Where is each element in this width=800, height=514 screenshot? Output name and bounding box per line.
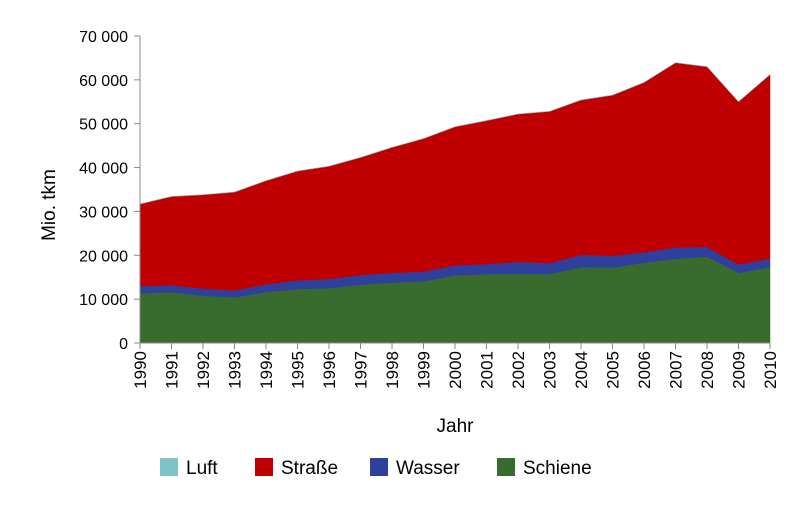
x-tick-label: 1990 — [131, 351, 150, 389]
x-tick-label: 1992 — [194, 351, 213, 389]
x-tick-label: 1996 — [320, 351, 339, 389]
legend-item-wasser: Wasser — [370, 458, 460, 479]
x-tick-label: 2007 — [667, 351, 686, 389]
legend-swatch — [370, 458, 388, 476]
x-tick-label: 1991 — [163, 351, 182, 389]
y-tick-label: 0 — [119, 336, 128, 353]
x-tick-label: 2006 — [635, 351, 654, 389]
x-tick-label: 1998 — [383, 351, 402, 389]
legend-swatch — [497, 458, 515, 476]
legend-swatch — [255, 458, 273, 476]
y-axis-ticks: 0 10 000 20 000 30 000 40 000 50 000 60 000 70 … — [79, 29, 140, 353]
legend-item-schiene: Schiene — [497, 458, 592, 479]
x-tick-label: 2000 — [446, 351, 465, 389]
x-tick-label: 2002 — [509, 351, 528, 389]
y-tick-label: 20 000 — [79, 248, 128, 265]
x-tick-label: 2001 — [478, 351, 497, 389]
y-tick-label: 40 000 — [79, 161, 128, 178]
x-tick-label: 2010 — [761, 351, 780, 389]
x-tick-label: 2009 — [730, 351, 749, 389]
y-tick-label: 60 000 — [79, 73, 128, 90]
x-axis-title: Jahr — [437, 416, 475, 437]
y-tick-label: 30 000 — [79, 204, 128, 221]
legend-item-luft: Luft — [160, 458, 218, 479]
legend-item-straße: Straße — [255, 458, 338, 479]
x-tick-label: 2003 — [541, 351, 560, 389]
legend-label: Schiene — [523, 458, 592, 479]
legend-swatch — [160, 458, 178, 476]
x-tick-label: 1994 — [257, 351, 276, 389]
legend: Luft Straße Wasser Schiene — [160, 458, 592, 479]
legend-label: Wasser — [396, 458, 460, 479]
x-tick-label: 2008 — [698, 351, 717, 389]
x-tick-label: 1993 — [226, 351, 245, 389]
y-axis-title: Mio. tkm — [39, 169, 60, 241]
legend-label: Straße — [281, 458, 338, 479]
x-tick-label: 1999 — [415, 351, 434, 389]
x-tick-label: 1995 — [289, 351, 308, 389]
legend-label: Luft — [186, 458, 218, 479]
y-tick-label: 50 000 — [79, 117, 128, 134]
x-tick-label: 2004 — [572, 351, 591, 389]
y-tick-label: 10 000 — [79, 292, 128, 309]
x-tick-label: 2005 — [604, 351, 623, 389]
y-tick-label: 70 000 — [79, 29, 128, 46]
x-tick-label: 1997 — [352, 351, 371, 389]
area-luft — [139, 62, 771, 205]
x-axis-ticks: 1990 1991 1992 1993 1994 1995 1996 1997 1998 1999… — [131, 343, 780, 389]
area-layers — [139, 62, 771, 344]
